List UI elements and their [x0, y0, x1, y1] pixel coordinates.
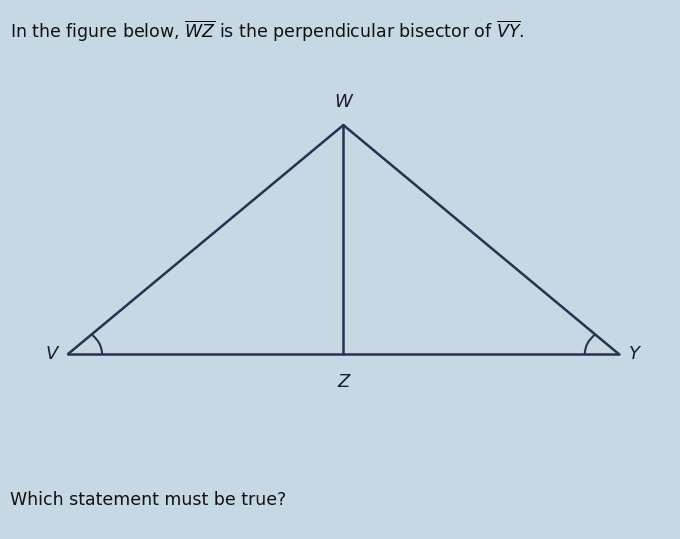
Text: Z: Z [337, 373, 350, 391]
Text: Which statement must be true?: Which statement must be true? [10, 492, 286, 509]
Text: Y: Y [629, 345, 640, 363]
Text: W: W [335, 93, 352, 112]
Text: In the figure below, $\overline{WZ}$ is the perpendicular bisector of $\overline: In the figure below, $\overline{WZ}$ is … [10, 19, 524, 44]
Text: V: V [46, 345, 58, 363]
